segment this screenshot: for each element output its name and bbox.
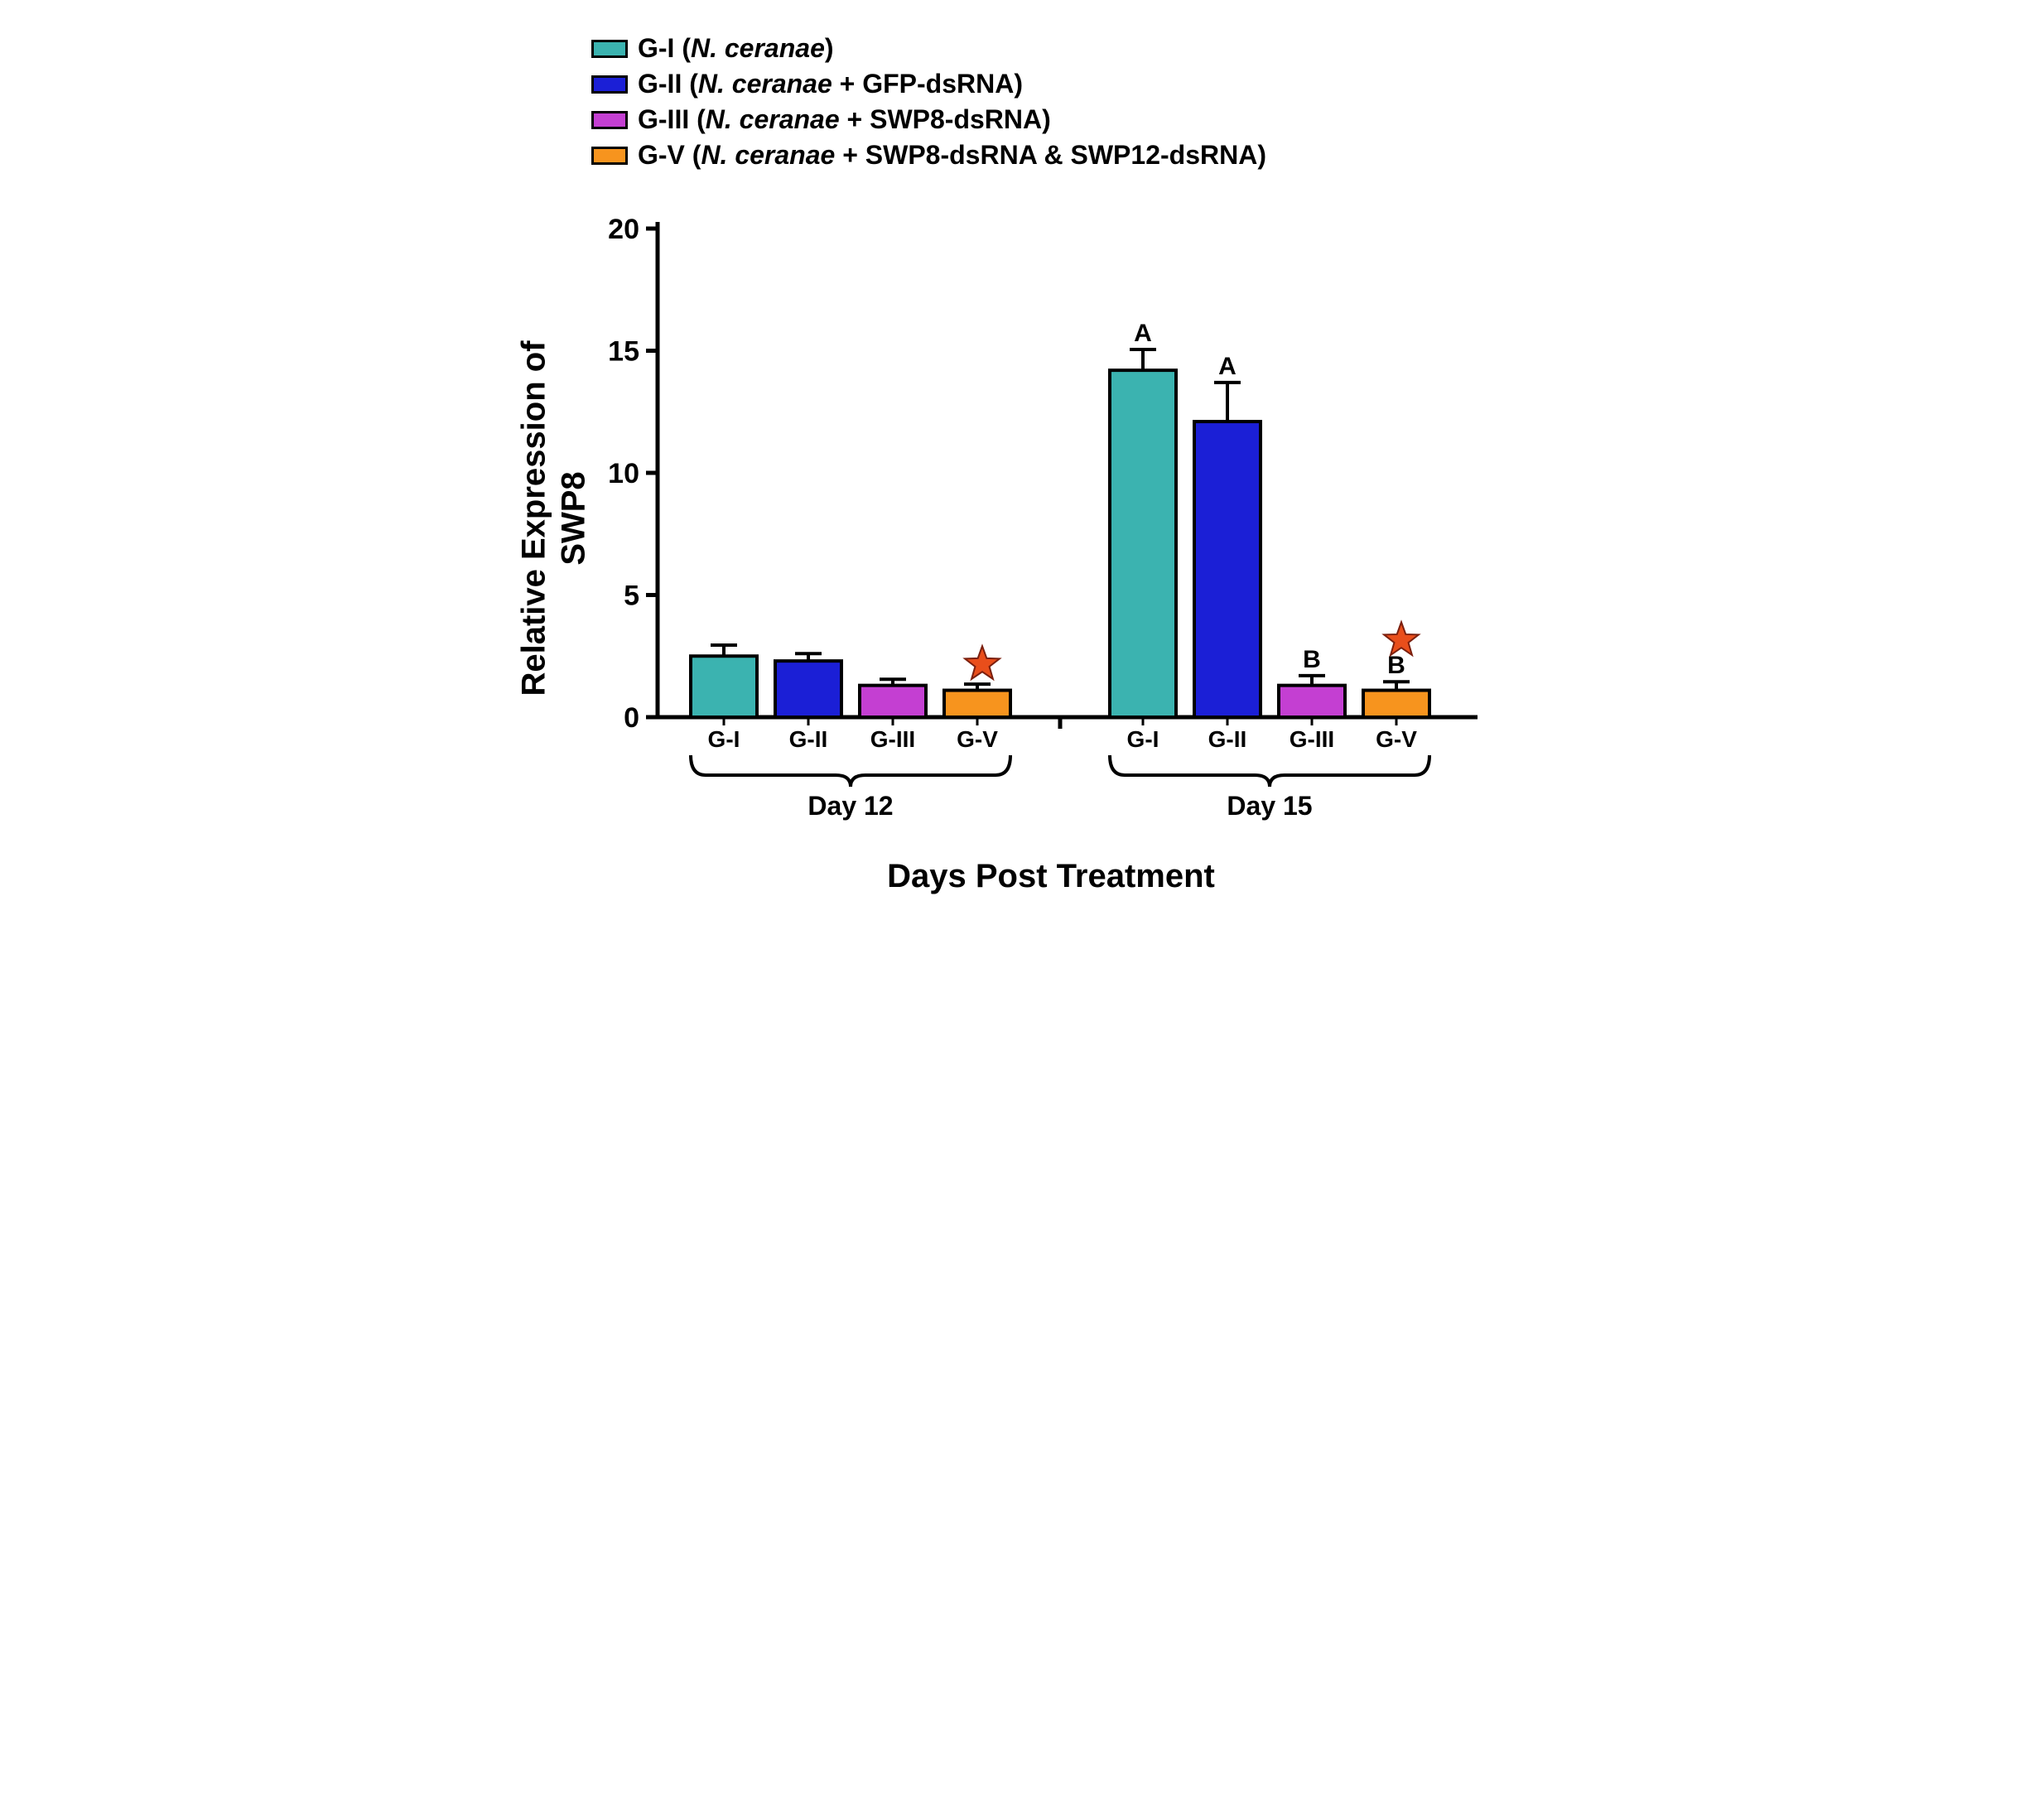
legend-swatch [591,75,628,94]
svg-text:G-III: G-III [1290,726,1334,752]
svg-text:5: 5 [624,581,639,612]
bar-chart-svg: 0 5 10 15 20 G-I G-II G-III G-V Day 12 A G-I A G-II B G… [583,195,1494,841]
x-axis-label: Days Post Treatment [583,858,1519,895]
legend-text: G-II (N. ceranae + GFP-dsRNA) [638,69,1023,99]
legend-text: G-V (N. ceranae + SWP8-dsRNA & SWP12-dsR… [638,140,1266,171]
legend-item-1: G-II (N. ceranae + GFP-dsRNA) [591,69,1519,99]
legend-swatch [591,111,628,129]
legend-text: G-I (N. ceranae) [638,33,834,64]
chart-area: Relative Expression of SWP8 0 5 10 15 20 G-I G… [525,195,1519,841]
legend: G-I (N. ceranae) G-II (N. ceranae + GFP-d… [591,33,1519,171]
svg-text:A: A [1134,320,1152,347]
y-axis-label: Relative Expression of SWP8 [514,340,594,696]
legend-text: G-III (N. ceranae + SWP8-dsRNA) [638,104,1051,135]
svg-text:Day 15: Day 15 [1227,791,1312,821]
svg-text:B: B [1303,646,1321,673]
ylabel-line1: Relative Expression of [516,340,552,696]
svg-text:G-I: G-I [708,726,740,752]
svg-text:15: 15 [608,336,639,368]
figure-root: G-I (N. ceranae) G-II (N. ceranae + GFP-d… [525,33,1519,895]
plot-wrap: 0 5 10 15 20 G-I G-II G-III G-V Day 12 A G-I A G-II B G… [583,195,1494,841]
svg-text:0: 0 [624,702,639,734]
svg-text:G-II: G-II [789,726,828,752]
legend-item-3: G-V (N. ceranae + SWP8-dsRNA & SWP12-dsR… [591,140,1519,171]
svg-text:20: 20 [608,214,639,245]
star-icon [1384,622,1419,655]
y-axis-label-wrap: Relative Expression of SWP8 [525,195,583,841]
svg-text:G-V: G-V [957,726,998,752]
svg-text:Day 12: Day 12 [807,791,893,821]
svg-text:10: 10 [608,458,639,489]
legend-item-2: G-III (N. ceranae + SWP8-dsRNA) [591,104,1519,135]
svg-text:G-I: G-I [1127,726,1159,752]
legend-swatch [591,147,628,165]
svg-text:G-III: G-III [870,726,915,752]
svg-text:G-V: G-V [1376,726,1417,752]
star-icon [965,646,1000,679]
svg-text:A: A [1218,353,1237,380]
legend-item-0: G-I (N. ceranae) [591,33,1519,64]
legend-swatch [591,40,628,58]
svg-text:G-II: G-II [1208,726,1247,752]
